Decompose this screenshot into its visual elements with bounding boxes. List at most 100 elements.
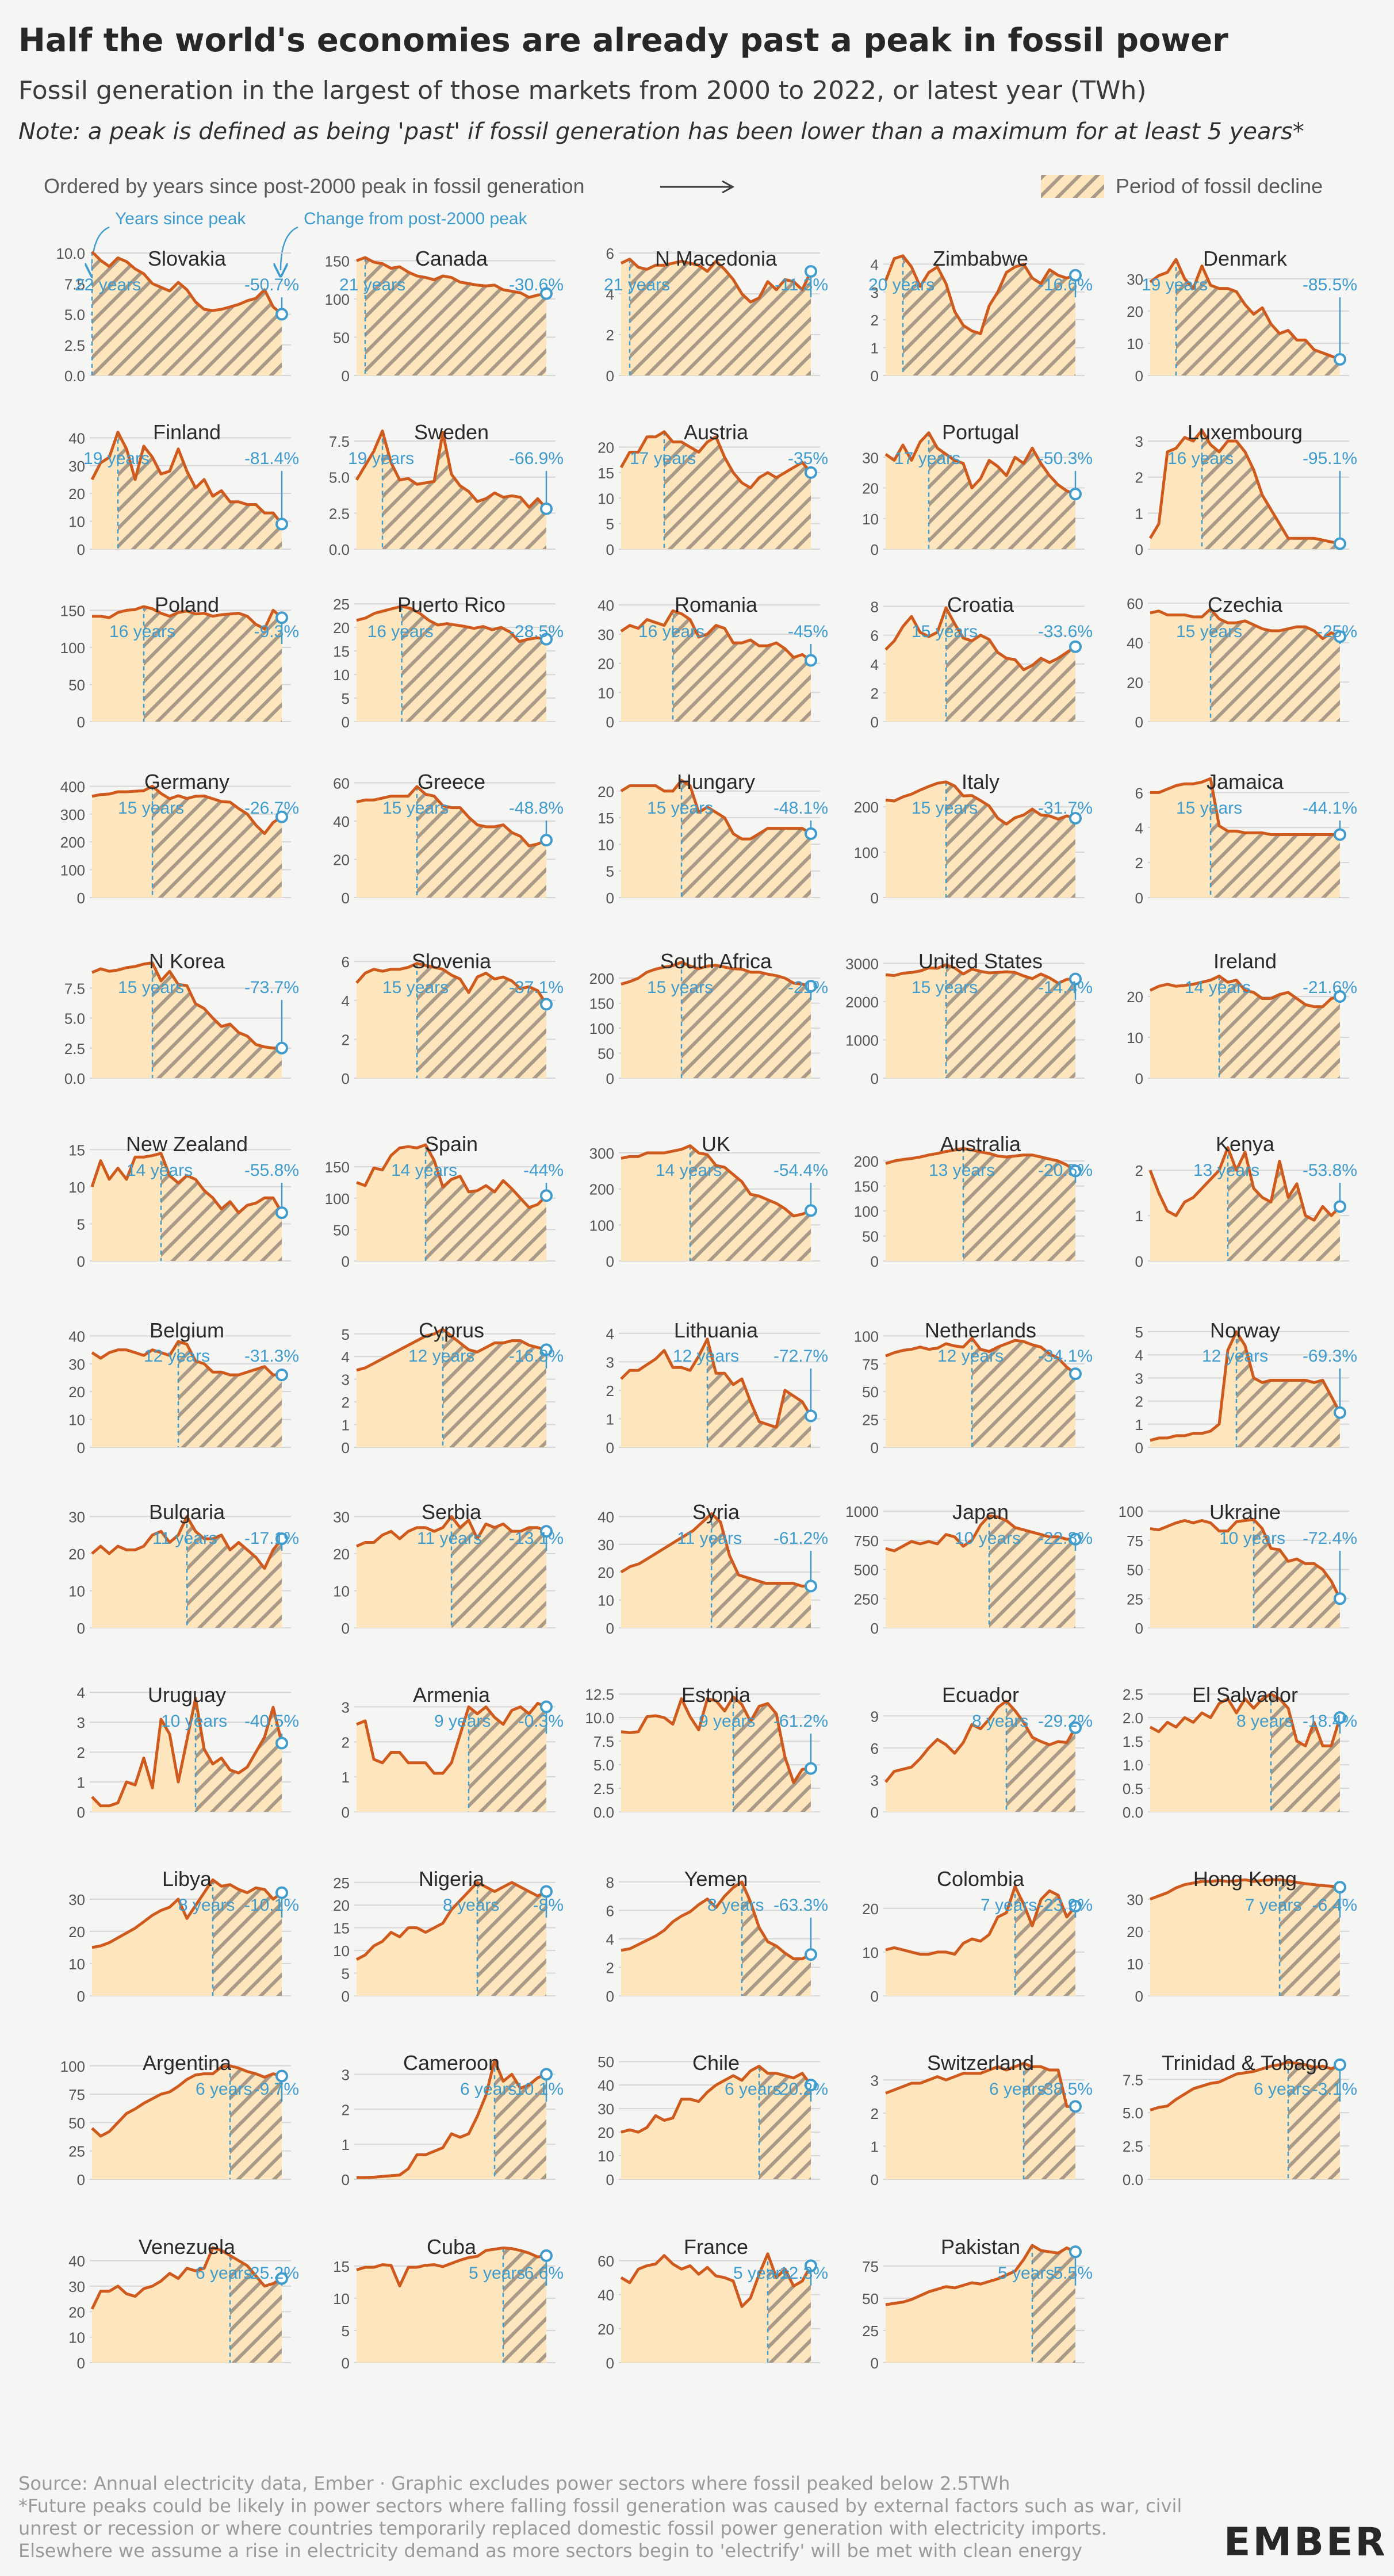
y-tick-label: 50 (333, 329, 350, 346)
y-tick-label: 3 (342, 1699, 350, 1716)
years-since-peak-label: 19 years (1142, 275, 1208, 294)
change-from-peak-label: -8% (533, 1896, 564, 1915)
change-from-peak-label: -85.5% (1303, 275, 1357, 294)
latest-value-marker (1069, 488, 1082, 501)
y-tick-label: 30 (68, 1891, 85, 1908)
y-tick-label: 15 (598, 465, 614, 482)
latest-value-marker (805, 1948, 817, 1961)
latest-value-marker (540, 1189, 553, 1202)
y-tick-label: 10.0 (585, 1709, 614, 1727)
y-tick-label: 50 (333, 1221, 350, 1239)
change-from-peak-label: -5.5% (1048, 2264, 1093, 2283)
latest-value-marker (540, 1885, 553, 1898)
y-tick-label: 2.5 (1123, 2138, 1143, 2155)
y-tick-label: 2 (342, 1031, 350, 1048)
country-title: Slovenia (412, 949, 492, 973)
chart-panel: 0 1 2 3 4 Uruguay 10 years -40.5% (77, 1683, 299, 1821)
y-tick-label: 7.5 (329, 433, 350, 450)
latest-value-marker (805, 264, 817, 278)
series-line (357, 2058, 547, 2179)
years-since-peak-label: 15 years (118, 799, 184, 818)
y-tick-label: 2 (77, 1744, 85, 1761)
y-tick-label: 10 (333, 1942, 350, 1960)
decline-hatch (1271, 1694, 1340, 1812)
years-since-peak-label: 22 years (75, 275, 141, 294)
y-tick-label: 0 (871, 714, 879, 731)
y-tick-label: 400 (60, 778, 85, 795)
y-tick-label: 7.5 (64, 980, 85, 997)
series-line (620, 2252, 813, 2308)
chart-panel: 0 1 2 3 4 5 Norway 12 years -69.3% (1135, 1318, 1357, 1456)
y-tick-label: 20 (68, 1383, 85, 1401)
y-tick-label: 10 (1127, 335, 1143, 352)
change-from-peak-label: -28.5% (509, 622, 564, 641)
y-tick-label: 1 (871, 2138, 879, 2155)
y-tick-label: 0 (606, 541, 614, 558)
y-tick-label: 0.0 (64, 367, 85, 385)
y-tick-label: 10 (598, 836, 614, 853)
y-tick-label: 6 (1135, 784, 1143, 802)
latest-value-marker (1334, 352, 1346, 366)
decline-hatch (946, 608, 1075, 722)
y-tick-label: 2.5 (64, 337, 85, 354)
years-since-peak-label: 16 years (367, 622, 434, 641)
y-tick-label: 0 (77, 1804, 85, 1821)
y-tick-label: 0 (871, 1253, 879, 1270)
country-title: El Salvador (1192, 1683, 1298, 1707)
latest-value-marker (1069, 1900, 1082, 1913)
decline-hatch (1211, 609, 1340, 722)
country-title: Hungary (677, 770, 755, 793)
latest-value-marker (540, 632, 553, 646)
decline-hatch (187, 1516, 282, 1628)
y-tick-label: 6 (606, 1902, 614, 1919)
decline-hatch (417, 963, 546, 1078)
latest-value-marker (1069, 972, 1082, 986)
y-tick-label: 4 (606, 286, 614, 303)
y-tick-label: 200 (589, 1181, 614, 1198)
y-tick-label: 1 (342, 1417, 350, 1434)
years-since-peak-label: 10 years (955, 1529, 1021, 1548)
decline-hatch (178, 1341, 282, 1447)
years-since-peak-label: 17 years (894, 449, 960, 468)
country-title: Syria (692, 1500, 740, 1524)
latest-value-marker (805, 2259, 817, 2272)
latest-value-marker (540, 2068, 553, 2081)
change-from-peak-label: -44% (523, 1161, 564, 1180)
country-title: France (684, 2235, 748, 2259)
series-line (621, 2064, 813, 2134)
years-since-peak-label: 11 years (417, 1529, 482, 1548)
y-tick-label: 100 (60, 2058, 85, 2075)
decline-hatch (1254, 1519, 1340, 1628)
y-tick-label: 10 (68, 2329, 85, 2347)
y-tick-label: 7.5 (64, 275, 85, 293)
country-title: Cyprus (419, 1318, 484, 1342)
years-since-peak-label: 7 years (981, 1896, 1037, 1915)
y-tick-label: 40 (68, 2253, 85, 2270)
y-tick-label: 0 (871, 541, 879, 558)
y-tick-label: 30 (333, 1508, 350, 1525)
area-fill (886, 2245, 1075, 2363)
y-tick-label: 1.5 (1123, 1733, 1143, 1750)
decline-hatch (213, 1880, 282, 1996)
decline-hatch (365, 257, 546, 375)
y-tick-label: 0 (1135, 1070, 1143, 1087)
y-tick-label: 30 (862, 449, 879, 466)
order-legend-text: Ordered by years since post-2000 peak in… (44, 174, 585, 198)
y-tick-label: 0.0 (1123, 1804, 1143, 1821)
y-tick-label: 0 (77, 2171, 85, 2188)
y-tick-label: 4 (871, 256, 879, 273)
y-tick-label: 0 (77, 2355, 85, 2372)
series-line (1149, 975, 1341, 1009)
chart-panel: 0 50 100 150 Spain 14 years -44% (325, 1132, 564, 1270)
latest-value-marker (1069, 640, 1082, 653)
y-tick-label: 1 (1135, 505, 1143, 522)
y-tick-label: 300 (60, 806, 85, 823)
series-line (885, 780, 1076, 826)
y-tick-label: 0 (342, 1804, 350, 1821)
years-since-peak-label: 20 years (868, 275, 935, 294)
y-tick-label: 150 (325, 252, 350, 270)
country-title: Venezuela (139, 2235, 236, 2259)
y-tick-label: 2 (1135, 1162, 1143, 1179)
chart-panel: 0 25 50 75 Pakistan 5 years-5.5% (862, 2235, 1093, 2372)
